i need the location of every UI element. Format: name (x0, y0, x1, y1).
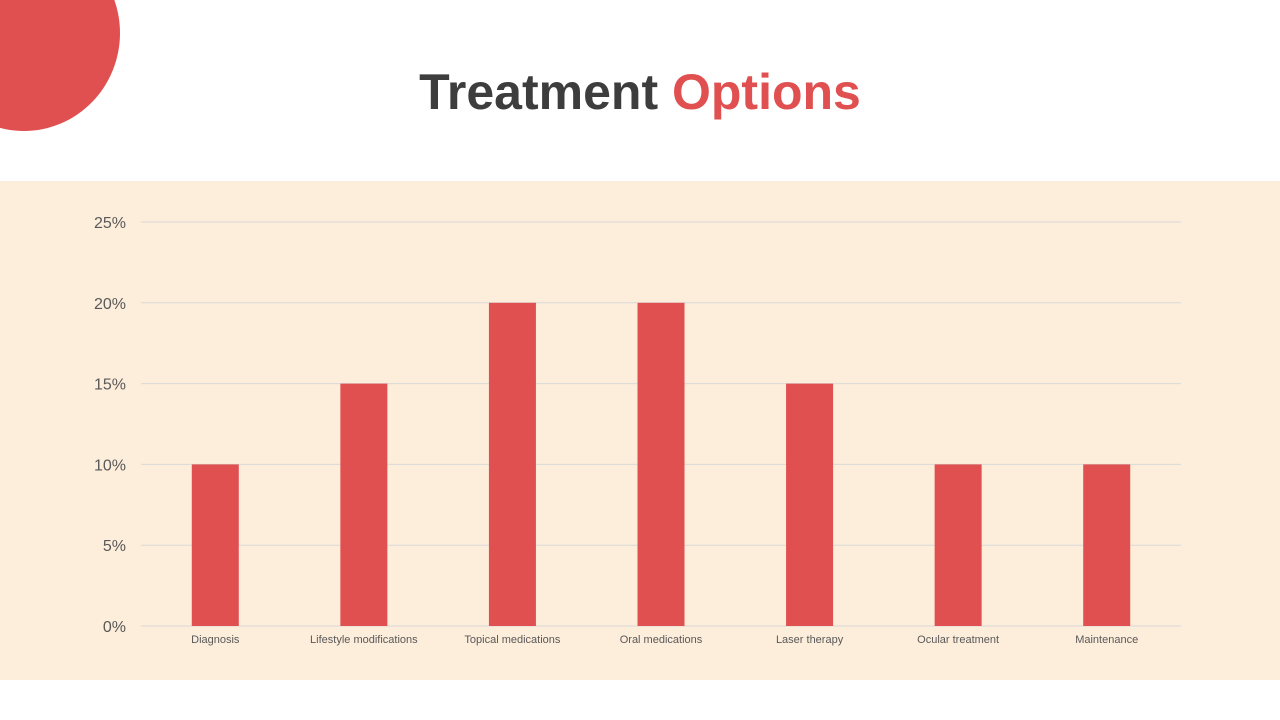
x-category-label: Oral medications (620, 634, 703, 646)
bar (786, 383, 834, 626)
x-category-label: Ocular treatment (917, 634, 999, 646)
x-category-label: Maintenance (1075, 634, 1138, 646)
bar (191, 464, 239, 626)
x-axis-category-labels: Diagnosis Lifestyle modifications Topical … (191, 634, 1138, 646)
bar (488, 302, 536, 626)
bar-chart: 0% 5% 10% 15% 20% 25% Diagnosis Lifestyle modi… (94, 215, 1181, 646)
y-tick-label: 0% (103, 619, 126, 636)
y-tick-label: 20% (94, 296, 126, 313)
x-category-label: Laser therapy (776, 634, 844, 646)
y-axis-tick-labels: 0% 5% 10% 15% 20% 25% (94, 215, 126, 636)
title-accent: Options (672, 64, 861, 120)
bar (934, 464, 982, 626)
bar (637, 302, 685, 626)
y-tick-label: 5% (103, 538, 126, 555)
bars (191, 302, 1131, 626)
y-tick-label: 10% (94, 457, 126, 474)
slide-title: Treatment Options (0, 62, 1280, 122)
bar (340, 383, 388, 626)
chart-panel: 0% 5% 10% 15% 20% 25% Diagnosis Lifestyle modi… (0, 181, 1280, 680)
bar (1083, 464, 1131, 626)
x-category-label: Lifestyle modifications (310, 634, 418, 646)
x-category-label: Topical medications (464, 634, 560, 646)
y-tick-label: 15% (94, 377, 126, 394)
title-main: Treatment (419, 64, 659, 120)
x-category-label: Diagnosis (191, 634, 240, 646)
y-tick-label: 25% (94, 215, 126, 232)
